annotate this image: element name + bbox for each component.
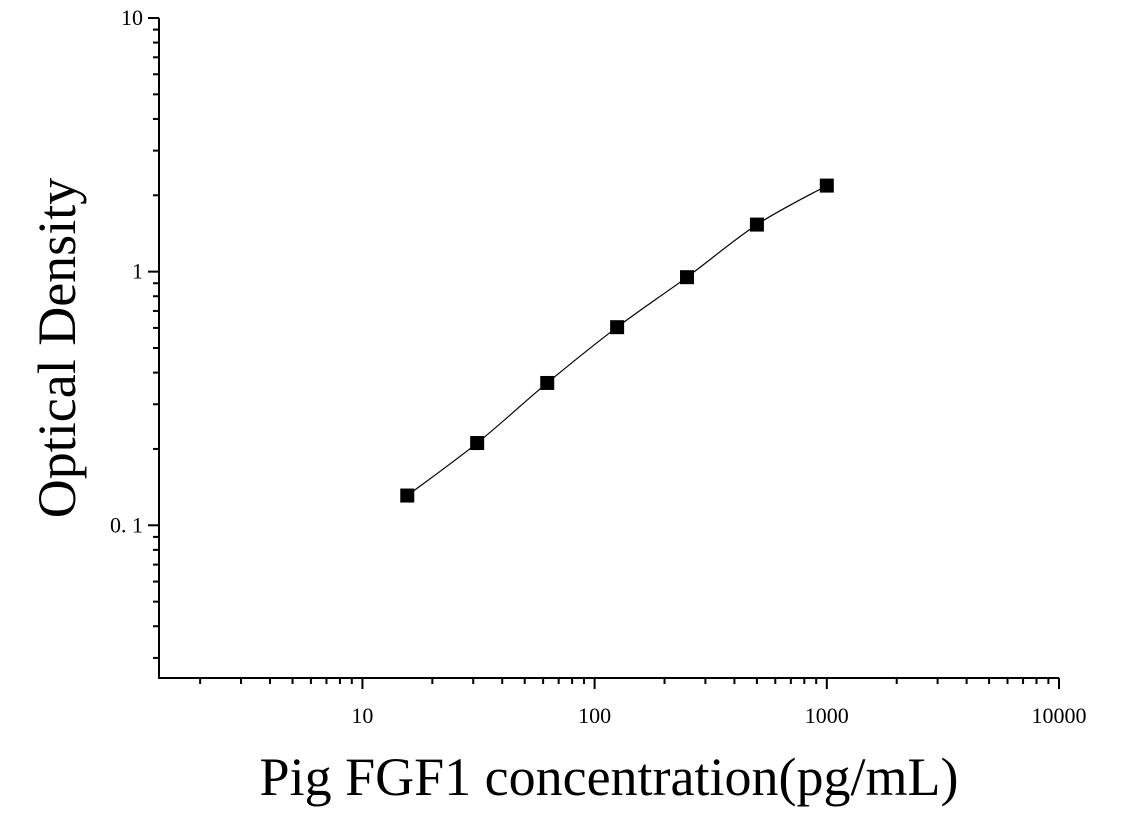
x-tick-label: 10000 (1032, 703, 1087, 728)
x-tick-label: 100 (578, 703, 611, 728)
data-point (749, 217, 764, 232)
data-point (819, 178, 834, 193)
data-point (540, 375, 555, 390)
x-axis-title: Pig FGF1 concentration(pg/mL) (260, 747, 959, 807)
x-tick-label: 10 (351, 703, 373, 728)
ticks (148, 17, 1060, 689)
axes (158, 18, 1059, 679)
y-tick-label: 10 (121, 5, 143, 30)
data-point (610, 320, 625, 335)
x-tick-label: 1000 (805, 703, 849, 728)
tick-labels: 10 100 1000 10000 0. 1 1 10 (110, 5, 1087, 728)
y-axis-title: Optical Density (27, 178, 87, 518)
data-point (680, 270, 695, 285)
data-point (470, 436, 485, 451)
y-tick-label: 1 (132, 259, 143, 284)
data-point (400, 488, 415, 503)
y-tick-label: 0. 1 (110, 512, 143, 537)
data-markers (400, 178, 834, 503)
